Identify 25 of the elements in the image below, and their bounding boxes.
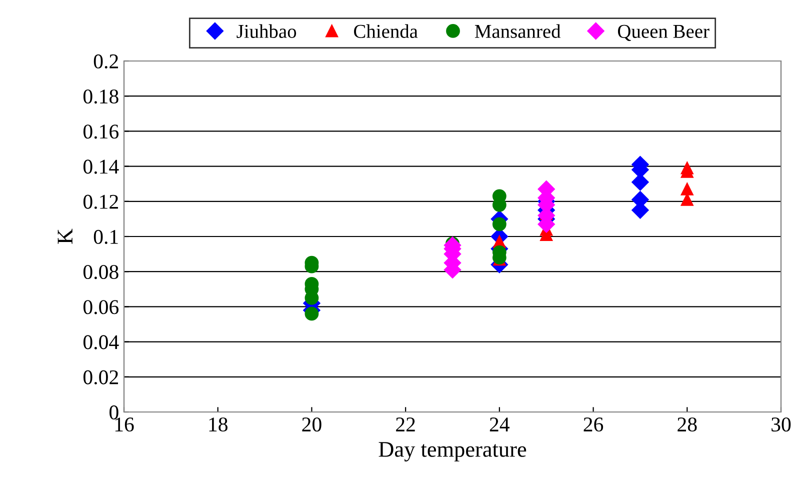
x-axis-title: Day temperature [378, 442, 526, 462]
y-tick-label: 0.18 [83, 89, 118, 104]
legend-label: Mansanred [474, 24, 561, 38]
y-tick-label: 0.08 [83, 264, 118, 280]
legend-label: Jiuhbao [236, 24, 296, 38]
x-tick-label: 26 [584, 418, 604, 432]
y-tick-label: 0.04 [83, 335, 119, 350]
x-tick-label: 16 [115, 418, 134, 432]
x-tick-label: 30 [772, 417, 791, 432]
y-tick-label: 0.12 [83, 194, 118, 209]
x-tick-label: 22 [396, 418, 415, 432]
y-tick-label: 0.2 [94, 54, 118, 69]
y-tick-label: 0 [110, 405, 118, 420]
y-tick-label: 0.1 [94, 230, 118, 244]
y-tick-label: 0.06 [83, 300, 119, 314]
y-tick-label: 0.02 [83, 370, 118, 384]
y-axis-title: K [58, 228, 72, 244]
x-tick-label: 28 [678, 417, 697, 432]
y-tick-label: 0.16 [83, 124, 119, 139]
legend-label: Queen Beer [618, 24, 710, 41]
legend-label: Chienda [354, 24, 418, 38]
x-tick-label: 24 [490, 418, 510, 432]
y-tick-label: 0.14 [83, 160, 119, 174]
x-tick-label: 20 [302, 417, 322, 432]
x-tick-label: 18 [209, 417, 228, 432]
